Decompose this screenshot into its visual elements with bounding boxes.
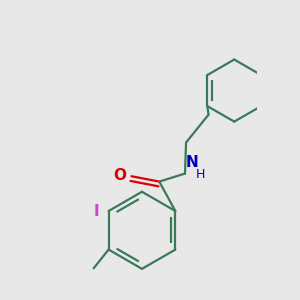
Text: I: I [93, 203, 99, 218]
Text: H: H [196, 168, 205, 181]
Text: O: O [113, 168, 126, 183]
Text: N: N [186, 155, 199, 170]
